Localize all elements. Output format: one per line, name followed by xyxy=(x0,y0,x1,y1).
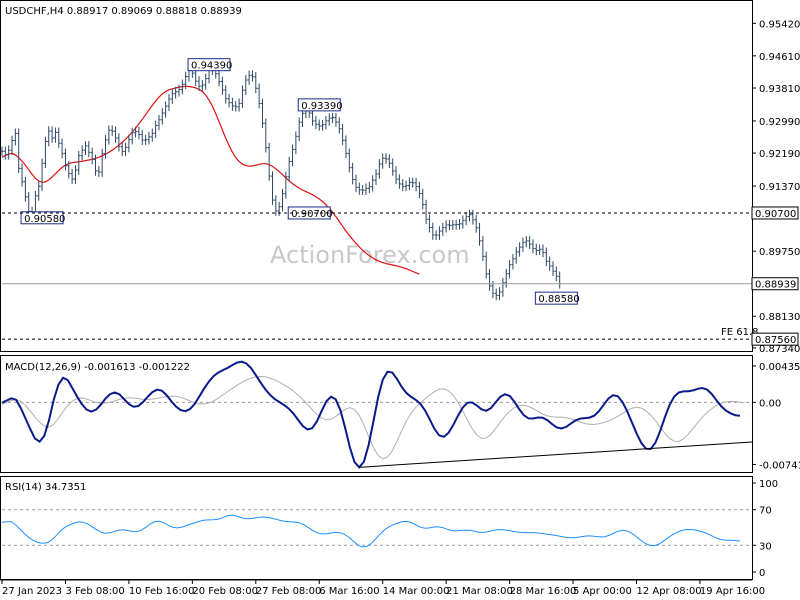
last-price-label: 0.88939 xyxy=(755,280,796,291)
price-tick-label: 0.95420 xyxy=(759,19,800,30)
rsi-grid xyxy=(2,509,752,546)
price-tick-label: 0.87340 xyxy=(759,344,800,355)
level-label: 0.90700 xyxy=(755,209,796,220)
rsi-tick-label: 30 xyxy=(759,541,772,552)
time-tick-label: 27 Jan 2023 xyxy=(2,586,62,597)
price-tick-label: 0.88130 xyxy=(759,312,800,323)
level-label-box xyxy=(751,332,799,346)
price-annotations: 0.94390 0.93390 0.90580 0.90700 0.88580 xyxy=(20,58,580,305)
time-tick-label: 6 Mar 16:00 xyxy=(319,586,379,597)
rsi-panel-frame xyxy=(0,476,753,580)
macd-tick-label: 0.00 xyxy=(759,398,781,409)
macd-tick-label: -0.007417 xyxy=(759,460,800,471)
price-tick-label: 0.89750 xyxy=(759,247,800,258)
symbol-header: USDCHF,H4 0.88917 0.89069 0.88818 0.8893… xyxy=(5,6,242,17)
time-tick-label: 14 Mar 00:00 xyxy=(383,586,450,597)
annotation-box xyxy=(297,98,341,112)
macd-line xyxy=(1,360,741,469)
time-tick-label: 3 Feb 08:00 xyxy=(65,586,124,597)
macd-header: MACD(12,26,9) -0.001613 -0.001222 xyxy=(5,362,190,373)
annotation-label: 0.90580 xyxy=(24,214,65,225)
rsi-tick-label: 100 xyxy=(759,479,778,490)
annotation-box xyxy=(20,211,64,225)
macd-axis: 0.004354 0.00 -0.007417 xyxy=(752,362,800,471)
price-tick-label: 0.91370 xyxy=(759,182,800,193)
annotation-label: 0.93390 xyxy=(301,101,342,112)
rsi-axis: 100 70 30 0 xyxy=(752,479,778,579)
level-label-box xyxy=(751,206,799,220)
price-levels: 0.90700 0.87560 0.88939 xyxy=(2,206,799,346)
macd-signal-line xyxy=(1,375,745,460)
macd-trendline xyxy=(359,441,753,468)
watermark: ActionForex.com xyxy=(270,241,470,269)
time-tick-label: 28 Mar 16:00 xyxy=(510,586,577,597)
annotation-box xyxy=(534,291,578,305)
ma-line xyxy=(1,85,420,275)
time-tick-label: 27 Feb 08:00 xyxy=(256,586,322,597)
annotation-label: 0.88580 xyxy=(538,294,579,305)
fe-label: FE 61.8 xyxy=(721,327,759,338)
macd-panel-frame xyxy=(0,355,753,473)
time-tick-label: 12 Apr 08:00 xyxy=(636,586,701,597)
rsi-line xyxy=(1,514,741,548)
level-label: 0.87560 xyxy=(755,335,796,346)
time-tick-label: 20 Feb 08:00 xyxy=(192,586,258,597)
rsi-header: RSI(14) 34.7351 xyxy=(5,482,86,493)
price-axis: 0.95420 0.94610 0.93810 0.92990 0.92190 0.913… xyxy=(752,19,800,355)
rsi-tick-label: 0 xyxy=(759,568,765,579)
time-tick-label: 21 Mar 08:00 xyxy=(446,586,513,597)
price-tick-label: 0.93810 xyxy=(759,84,800,95)
annotation-box xyxy=(187,58,231,72)
price-tick-label: 0.92190 xyxy=(759,149,800,160)
macd-lines xyxy=(1,360,753,469)
rsi-lines xyxy=(1,514,741,548)
price-panel-frame xyxy=(0,0,753,352)
rsi-tick-label: 70 xyxy=(759,506,772,517)
time-tick-label: 10 Feb 16:00 xyxy=(129,586,195,597)
moving-average-line xyxy=(1,85,420,275)
price-tick-label: 0.92990 xyxy=(759,117,800,128)
annotation-label: 0.90700 xyxy=(291,209,332,220)
last-price-box xyxy=(751,277,799,291)
macd-tick-label: 0.004354 xyxy=(759,362,800,373)
annotation-label: 0.94390 xyxy=(191,61,232,72)
time-tick-label: 5 Apr 00:00 xyxy=(573,586,632,597)
price-tick-label: 0.94610 xyxy=(759,52,800,63)
time-tick-label: 19 Apr 16:00 xyxy=(700,586,765,597)
